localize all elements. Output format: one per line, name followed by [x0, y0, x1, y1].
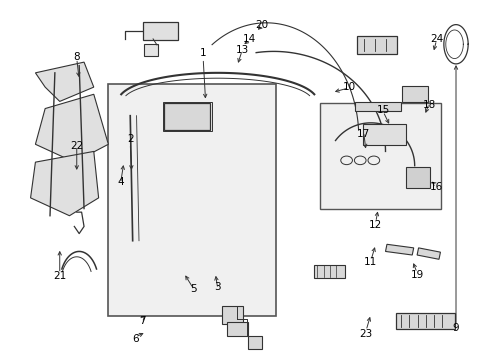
FancyBboxPatch shape — [313, 265, 345, 278]
FancyBboxPatch shape — [164, 103, 210, 130]
FancyBboxPatch shape — [357, 36, 396, 54]
Text: 24: 24 — [429, 34, 442, 44]
Text: 18: 18 — [422, 100, 435, 110]
Text: 19: 19 — [409, 270, 423, 280]
Polygon shape — [385, 244, 413, 255]
Text: 8: 8 — [73, 52, 80, 62]
Text: 11: 11 — [364, 257, 377, 267]
FancyBboxPatch shape — [221, 306, 243, 324]
Text: 15: 15 — [376, 105, 389, 115]
Text: 10: 10 — [342, 82, 355, 92]
Text: 2: 2 — [127, 134, 133, 144]
Text: 14: 14 — [242, 34, 255, 44]
Text: 1: 1 — [200, 48, 206, 58]
Text: 4: 4 — [117, 177, 123, 187]
Text: 7: 7 — [139, 316, 145, 326]
Text: 17: 17 — [356, 129, 369, 139]
FancyBboxPatch shape — [355, 102, 400, 111]
Text: 22: 22 — [70, 141, 83, 151]
FancyBboxPatch shape — [248, 337, 262, 348]
FancyBboxPatch shape — [144, 44, 158, 57]
Text: 16: 16 — [429, 182, 442, 192]
FancyBboxPatch shape — [395, 313, 454, 329]
FancyBboxPatch shape — [108, 84, 276, 316]
Polygon shape — [35, 94, 108, 162]
Text: 21: 21 — [53, 271, 66, 282]
FancyBboxPatch shape — [406, 167, 429, 188]
Text: 3: 3 — [214, 282, 221, 292]
FancyBboxPatch shape — [319, 103, 441, 208]
Text: 6: 6 — [132, 334, 138, 344]
Polygon shape — [30, 152, 99, 216]
Text: 5: 5 — [190, 284, 196, 294]
FancyBboxPatch shape — [226, 322, 247, 336]
Text: 23: 23 — [359, 329, 372, 339]
Text: 13: 13 — [235, 45, 248, 55]
Text: 20: 20 — [254, 19, 267, 30]
Polygon shape — [35, 62, 94, 102]
FancyBboxPatch shape — [143, 22, 178, 40]
Polygon shape — [416, 248, 440, 259]
Text: 9: 9 — [452, 323, 458, 333]
FancyBboxPatch shape — [401, 86, 427, 102]
Text: 12: 12 — [368, 220, 382, 230]
FancyBboxPatch shape — [362, 124, 405, 145]
